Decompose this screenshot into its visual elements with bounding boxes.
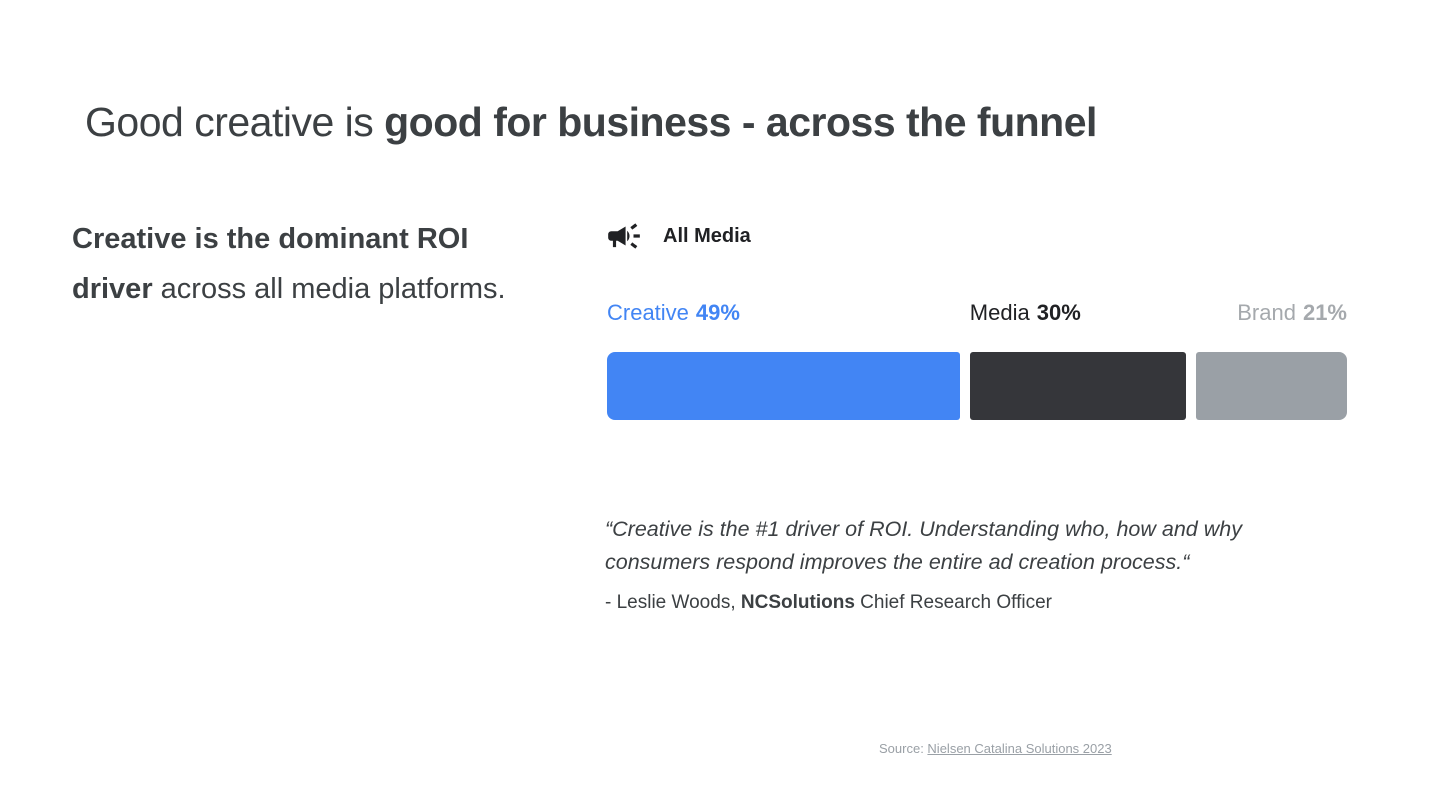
legend-item: Media 30% [970, 300, 1186, 326]
key-message-normal: across all media platforms. [152, 273, 506, 305]
chart-title: All Media [663, 224, 751, 247]
legend-label-brand: Brand [1237, 300, 1296, 325]
quote-attribution: - Leslie Woods, NCSolutions Chief Resear… [605, 592, 1052, 614]
chart-legend: Creative 49% Media 30% Brand 21% [607, 300, 1347, 326]
chart-header: All Media [605, 217, 751, 255]
attribution-prefix: - Leslie Woods, [605, 592, 741, 613]
legend-item: Creative 49% [607, 300, 960, 326]
attribution-company: NCSolutions [740, 592, 855, 613]
source-link[interactable]: Nielsen Catalina Solutions 2023 [927, 741, 1112, 756]
legend-value-media: 30% [1036, 300, 1081, 325]
key-message-bold: Creative is the dominant ROI driver [72, 223, 469, 305]
megaphone-icon [605, 217, 643, 255]
key-message: Creative is the dominant ROI driver acro… [72, 214, 512, 314]
source-prefix: Source: [879, 741, 928, 756]
stacked-bar [607, 352, 1347, 420]
legend-value-creative: 49% [695, 300, 740, 325]
legend-value-brand: 21% [1302, 300, 1347, 325]
bar-segment [1195, 352, 1347, 420]
title-normal-text: Good creative is [85, 99, 385, 145]
legend-item: Brand 21% [1196, 300, 1347, 326]
source-line: Source: Nielsen Catalina Solutions 2023 [879, 741, 1112, 756]
attribution-suffix: Chief Research Officer [854, 592, 1053, 613]
quote-text: “Creative is the #1 driver of ROI. Under… [605, 517, 1242, 574]
title-bold-text: good for business - across the funnel [384, 99, 1097, 145]
bar-segment [607, 352, 960, 420]
bar-segment [969, 352, 1186, 420]
legend-label-media: Media [969, 300, 1030, 325]
page-title: Good creative is good for business - acr… [85, 99, 1097, 146]
legend-label-creative: Creative [607, 300, 689, 325]
